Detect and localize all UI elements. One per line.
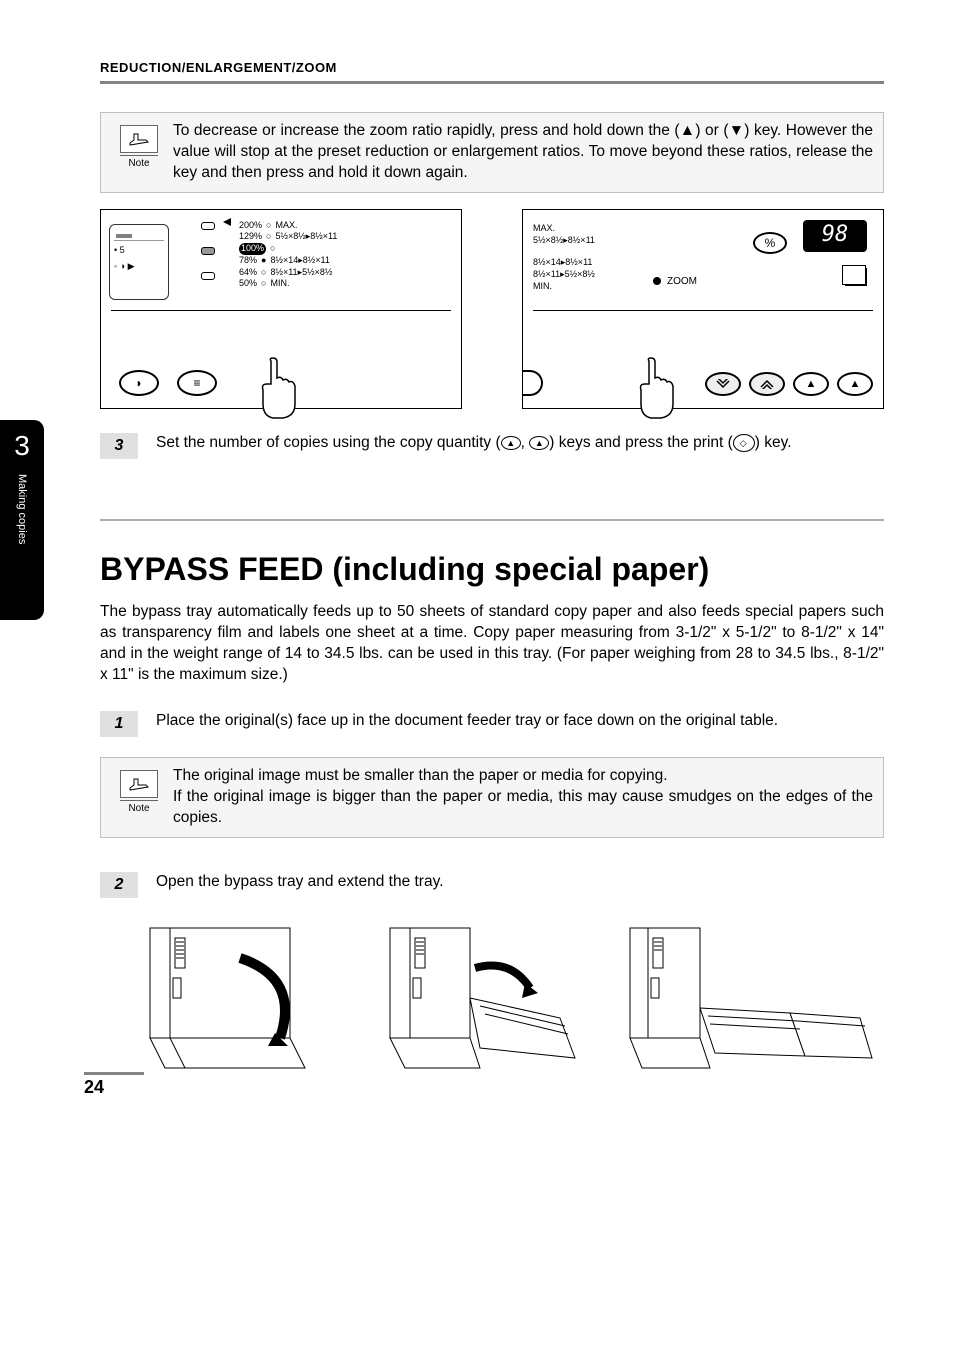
note-icon-column: Note — [111, 121, 167, 184]
section-divider — [100, 519, 884, 521]
mode-panel: • 5 ◦ ◑ ▶ — [109, 224, 169, 300]
print-key-icon — [733, 434, 755, 452]
panel-line1: • 5 — [114, 245, 164, 255]
copies-icon — [845, 268, 867, 286]
qty-down-button[interactable]: ▲ — [793, 372, 829, 396]
zoom-up-button[interactable] — [749, 372, 785, 396]
dark-light-button[interactable]: ◗ — [119, 370, 159, 396]
note-hand-icon — [120, 770, 158, 798]
note-hand-icon — [120, 125, 158, 153]
step-number: 3 — [100, 433, 138, 459]
zoom-down-button[interactable] — [705, 372, 741, 396]
note-label: Note — [120, 800, 158, 814]
tray-closed-illustration — [140, 918, 360, 1078]
tray-opening-illustration — [380, 918, 600, 1078]
size-list: MAX. 5½×8½▸8½×11 8½×14▸8½×11 8½×11▸5½×8½… — [533, 222, 595, 293]
zoom-indicator: ZOOM — [653, 276, 697, 287]
qty-key-icon: ▲ — [529, 436, 549, 450]
page-number-wrap: 24 — [84, 1072, 144, 1098]
main-heading: BYPASS FEED (including special paper) — [100, 551, 884, 588]
note-box-zoom: Note To decrease or increase the zoom ra… — [100, 112, 884, 193]
qty-key-icon: ▲ — [501, 436, 521, 450]
step-1: 1 Place the original(s) face up in the d… — [100, 711, 884, 737]
step-2: 2 Open the bypass tray and extend the tr… — [100, 872, 884, 898]
zoom-buttons: ▲ ▲ — [705, 372, 873, 396]
note-text: The original image must be smaller than … — [167, 766, 873, 829]
section-header: REDUCTION/ENLARGEMENT/ZOOM — [100, 60, 884, 81]
step-text: Open the bypass tray and extend the tray… — [156, 872, 444, 898]
qty-up-button[interactable]: ▲ — [837, 372, 873, 396]
half-button[interactable] — [523, 370, 543, 396]
ratio-bar-icon — [201, 222, 215, 280]
note-icon-column: Note — [111, 766, 167, 829]
hand-pointer-icon — [251, 356, 311, 426]
page-number: 24 — [84, 1075, 144, 1098]
left-control-diagram: • 5 ◦ ◑ ▶ 200%○MAX. 129%○5½×8½▸8½×11 100… — [100, 209, 462, 409]
intro-paragraph: The bypass tray automatically feeds up t… — [100, 602, 884, 686]
percent-button[interactable]: % — [753, 232, 787, 254]
menu-button[interactable]: ≡ — [177, 370, 217, 396]
step-3: 3 Set the number of copies using the cop… — [100, 433, 884, 459]
header-rule — [100, 81, 884, 84]
note-box-image-size: Note The original image must be smaller … — [100, 757, 884, 838]
tray-illustration-row — [140, 918, 884, 1078]
right-display-diagram: MAX. 5½×8½▸8½×11 8½×14▸8½×11 8½×11▸5½×8½… — [522, 209, 884, 409]
arrow-left-icon — [223, 218, 233, 226]
step-text: Set the number of copies using the copy … — [156, 433, 792, 459]
panel-line2: ◦ ◑ ▶ — [114, 261, 164, 272]
step-number: 2 — [100, 872, 138, 898]
zoom-display: 98 — [803, 220, 867, 252]
tray-extended-illustration — [620, 918, 880, 1078]
hand-pointer-icon — [629, 356, 689, 426]
ratio-list: 200%○MAX. 129%○5½×8½▸8½×11 100%○ 78%●8½×… — [239, 220, 337, 290]
step-text: Place the original(s) face up in the doc… — [156, 711, 778, 737]
note-text: To decrease or increase the zoom ratio r… — [167, 121, 873, 184]
step-number: 1 — [100, 711, 138, 737]
note-label: Note — [120, 155, 158, 169]
diagram-row: • 5 ◦ ◑ ▶ 200%○MAX. 129%○5½×8½▸8½×11 100… — [100, 209, 884, 409]
